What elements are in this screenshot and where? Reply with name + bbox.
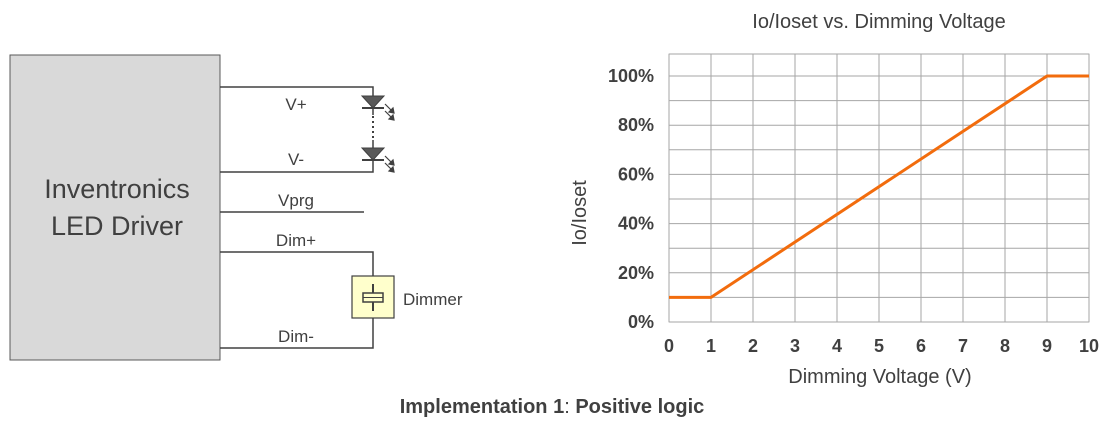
x-tick-label: 6 — [916, 336, 926, 356]
x-tick-label: 9 — [1042, 336, 1052, 356]
dimming-chart: Io/Ioset vs. Dimming Voltage 0 1 2 3 4 5 6 7 8 9 1… — [569, 11, 1099, 388]
x-axis-label: Dimming Voltage (V) — [788, 366, 971, 388]
x-tick-label: 0 — [664, 336, 674, 356]
x-tick-label: 2 — [748, 336, 758, 356]
led-bottom-icon — [360, 147, 395, 173]
dimmer-icon — [351, 275, 395, 319]
x-tick-label: 5 — [874, 336, 884, 356]
label-v-minus: V- — [288, 150, 304, 169]
x-tick-label: 3 — [790, 336, 800, 356]
led-driver-box — [9, 54, 221, 361]
driver-label-line2: LED Driver — [51, 211, 183, 241]
label-dimmer: Dimmer — [403, 290, 463, 309]
y-tick-label: 0% — [628, 312, 654, 332]
driver-label-line1: Inventronics — [44, 174, 190, 204]
caption-rest: Positive logic — [575, 396, 705, 418]
wire-v-plus — [220, 86, 374, 96]
x-tick-labels: 0 1 2 3 4 5 6 7 8 9 10 — [664, 336, 1099, 356]
y-tick-label: 80% — [618, 115, 654, 135]
label-dim-minus: Dim- — [278, 327, 314, 346]
y-axis-label: Io/Ioset — [569, 180, 591, 246]
label-dim-plus: Dim+ — [276, 231, 316, 250]
wiring-diagram: Inventronics LED Driver — [9, 54, 463, 361]
series-line — [669, 74, 1089, 299]
label-v-plus: V+ — [285, 95, 306, 114]
label-vprg: Vprg — [278, 191, 314, 210]
wire-dim-minus — [220, 318, 374, 349]
y-tick-label: 20% — [618, 263, 654, 283]
x-tick-label: 4 — [832, 336, 842, 356]
caption-separator: : — [564, 396, 576, 418]
chart-title: Io/Ioset vs. Dimming Voltage — [752, 11, 1005, 33]
y-tick-label: 100% — [608, 66, 654, 86]
caption-bold: Implementation 1 — [399, 396, 565, 418]
y-tick-labels: 0% 20% 40% 60% 80% 100% — [608, 66, 654, 332]
led-top-icon — [360, 95, 395, 121]
y-tick-label: 60% — [618, 164, 654, 184]
wires — [220, 86, 374, 349]
wire-v-minus — [220, 160, 374, 173]
x-tick-label: 1 — [706, 336, 716, 356]
x-tick-label: 8 — [1000, 336, 1010, 356]
x-tick-label: 7 — [958, 336, 968, 356]
chart-series — [669, 74, 1089, 299]
wire-dim-plus — [220, 251, 374, 276]
figure-caption: Implementation 1: Positive logic — [0, 396, 1104, 419]
y-tick-label: 40% — [618, 214, 654, 234]
x-tick-label: 10 — [1079, 336, 1099, 356]
